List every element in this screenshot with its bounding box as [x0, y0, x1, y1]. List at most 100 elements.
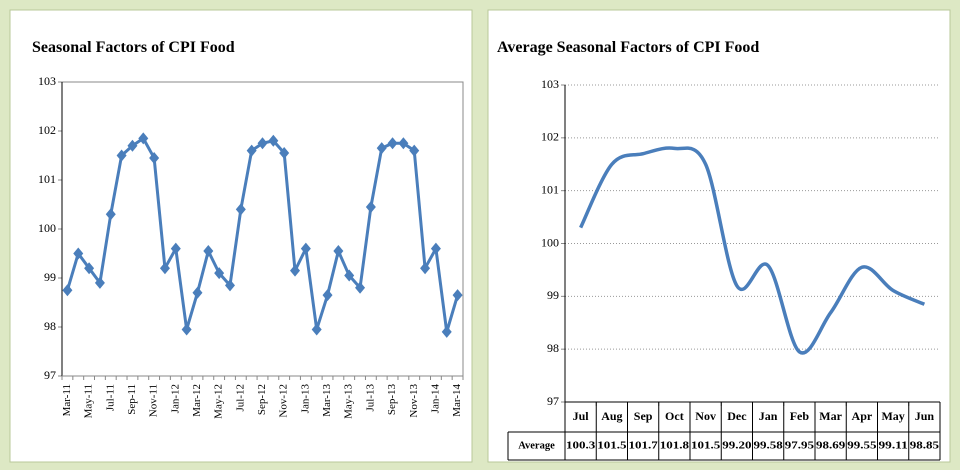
x-tick-label: Nov — [695, 409, 716, 423]
x-tick-label: May-13 — [343, 384, 355, 419]
data-point — [344, 269, 355, 282]
x-tick-label: Jul-11 — [104, 384, 116, 411]
data-point — [192, 286, 203, 299]
x-tick-label: Oct — [665, 409, 684, 423]
data-label: 101.8 — [660, 440, 689, 451]
data-point — [94, 276, 105, 289]
data-point — [116, 149, 127, 162]
data-point — [355, 281, 366, 294]
x-tick-label: Mar — [819, 409, 842, 423]
data-label: 99.11 — [879, 440, 908, 451]
data-point — [105, 208, 116, 221]
data-point — [376, 142, 387, 155]
data-label: 100.3 — [566, 440, 595, 451]
data-point — [409, 144, 420, 157]
data-point — [224, 279, 235, 292]
y-tick-label: 98 — [547, 341, 559, 355]
x-tick-label: Mar-12 — [191, 384, 203, 417]
y-tick-label: 100 — [541, 235, 559, 249]
y-tick-label: 101 — [38, 172, 56, 186]
y-tick-label: 97 — [44, 368, 56, 382]
x-tick-label: May-11 — [83, 384, 95, 418]
data-label: 101.7 — [629, 440, 658, 451]
y-tick-label: 99 — [547, 288, 559, 302]
data-point — [420, 262, 431, 275]
x-tick-label: Apr — [852, 409, 873, 423]
data-point — [398, 137, 409, 150]
x-tick-label: Jul — [573, 409, 590, 423]
y-tick-label: 100 — [38, 221, 56, 235]
data-point — [430, 242, 441, 255]
data-point — [73, 247, 84, 260]
data-point — [365, 200, 376, 213]
x-tick-label: Aug — [601, 409, 622, 423]
x-tick-label: Sep — [634, 409, 653, 423]
x-tick-label: Nov-11 — [148, 384, 160, 417]
data-point — [138, 132, 149, 145]
data-label: 99.58 — [754, 440, 783, 451]
x-tick-label: Nov-12 — [278, 384, 290, 418]
x-tick-label: Jan — [759, 409, 778, 423]
data-point — [203, 245, 214, 258]
x-tick-label: Jul-13 — [364, 384, 376, 412]
legend-label: Average — [518, 440, 555, 451]
y-tick-label: 103 — [38, 74, 56, 88]
data-label: 98.85 — [910, 440, 939, 451]
data-point — [62, 284, 73, 297]
data-point — [159, 262, 170, 275]
data-point — [333, 245, 344, 258]
data-point — [246, 144, 257, 157]
data-point — [84, 262, 95, 275]
data-point — [268, 134, 279, 147]
series-line — [579, 146, 926, 355]
data-point — [452, 289, 463, 302]
y-tick-label: 97 — [547, 394, 559, 408]
y-tick-label: 99 — [44, 270, 56, 284]
x-tick-label: Nov-13 — [408, 384, 420, 418]
data-point — [170, 242, 181, 255]
data-label: 99.20 — [722, 440, 751, 451]
chart-title: Average Seasonal Factors of CPI Food — [497, 39, 759, 56]
data-label: 99.55 — [847, 440, 876, 451]
y-tick-label: 102 — [541, 130, 559, 144]
left-panel — [9, 9, 473, 463]
y-tick-label: 98 — [44, 319, 56, 333]
x-tick-label: Feb — [790, 409, 810, 423]
data-point — [214, 267, 225, 280]
x-tick-label: May-12 — [213, 384, 225, 419]
x-tick-label: Sep-12 — [256, 384, 268, 415]
data-label: 98.69 — [816, 440, 845, 451]
data-point — [257, 137, 268, 150]
y-tick-label: 101 — [541, 182, 559, 196]
x-tick-label: Mar-13 — [321, 384, 333, 417]
data-point — [235, 203, 246, 216]
x-tick-label: Dec — [727, 409, 747, 423]
data-label: 101.5 — [691, 440, 720, 451]
data-point — [127, 139, 138, 152]
data-point — [441, 325, 452, 338]
data-point — [311, 323, 322, 336]
data-label: 97.95 — [785, 440, 814, 451]
data-point — [181, 323, 192, 336]
x-tick-label: Jan-14 — [429, 384, 441, 414]
x-tick-label: Mar-14 — [451, 384, 463, 417]
x-tick-label: Jul-12 — [234, 384, 246, 412]
x-tick-label: Jun — [915, 409, 935, 423]
x-tick-label: Sep-13 — [386, 384, 398, 416]
data-point — [279, 147, 290, 160]
x-tick-label: Mar-11 — [61, 384, 73, 416]
y-tick-label: 102 — [38, 123, 56, 137]
y-tick-label: 103 — [541, 77, 559, 91]
data-point — [322, 289, 333, 302]
data-point — [149, 151, 160, 164]
data-point — [300, 242, 311, 255]
data-label: 101.5 — [597, 440, 626, 451]
x-tick-label: Jan-12 — [169, 384, 181, 413]
x-tick-label: May — [881, 409, 904, 423]
data-point — [290, 264, 301, 277]
x-tick-label: Sep-11 — [126, 384, 138, 415]
data-point — [387, 137, 398, 150]
chart-title: Seasonal Factors of CPI Food — [32, 39, 235, 56]
x-tick-label: Jan-13 — [299, 384, 311, 414]
